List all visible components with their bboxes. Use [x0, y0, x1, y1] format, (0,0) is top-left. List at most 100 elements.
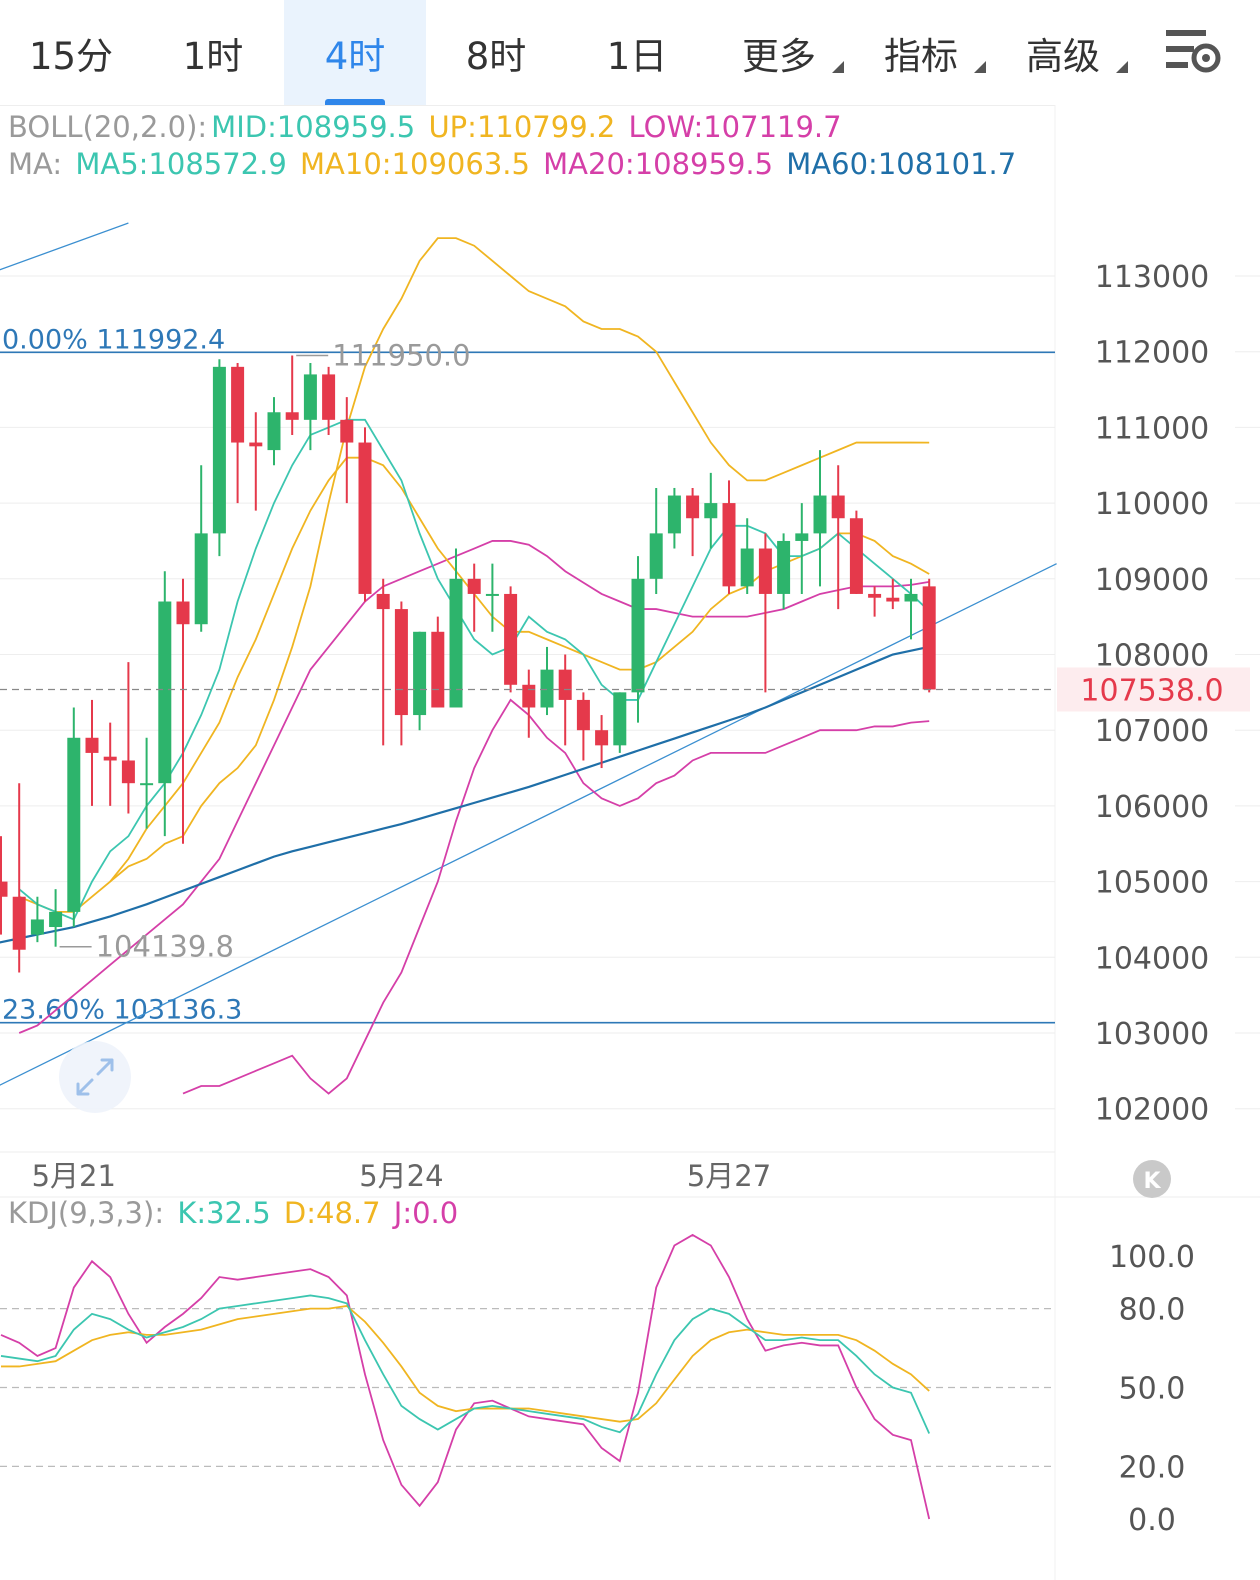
tab-3[interactable]: 8时	[426, 0, 566, 105]
tab-label: 8时	[465, 34, 527, 78]
date-label: 5月24	[359, 1159, 443, 1193]
tab-label: 1时	[182, 34, 244, 78]
tab-label: 15分	[28, 34, 114, 78]
price-axis-label: 102000	[1095, 1093, 1210, 1128]
dropdown-caret-icon	[974, 61, 986, 73]
kdj-d-line	[1, 1305, 930, 1423]
candle-body	[121, 760, 135, 784]
candle-body	[740, 548, 754, 587]
active-tab-underline	[325, 99, 385, 105]
price-axis-label: 106000	[1095, 790, 1210, 825]
candle-body	[376, 593, 390, 610]
candle-body	[849, 518, 863, 594]
kdj-j-value: J:0.0	[393, 1196, 459, 1230]
ma60-value: MA60:108101.7	[786, 147, 1017, 181]
kdj-k-line	[0, 1294, 931, 1434]
ma10-value: MA10:109063.5	[300, 147, 530, 181]
boll-prefix: BOLL(20,2.0):	[8, 110, 208, 144]
candle-body	[140, 783, 154, 786]
price-axis-label: 113000	[1095, 260, 1210, 295]
candle-body	[49, 911, 63, 928]
ma60-line	[0, 645, 930, 944]
candle-body	[0, 881, 8, 897]
date-label: 5月27	[687, 1159, 771, 1193]
price-axis-label: 105000	[1095, 866, 1210, 901]
candle-body	[431, 631, 445, 708]
collapse-k-glyph: K	[1143, 1169, 1161, 1194]
tab-label: 更多	[742, 34, 816, 78]
candle-body	[504, 593, 518, 685]
candle-body	[267, 412, 281, 451]
ma-legend: MA: MA5:108572.9 MA10:109063.5 MA20:1089…	[8, 147, 1020, 181]
candle-body	[249, 442, 263, 447]
ma10-line	[18, 456, 930, 913]
tab-label: 1日	[606, 34, 668, 78]
candle-body	[813, 495, 827, 534]
low-marker-label: 104139.8	[96, 930, 234, 964]
tab-4[interactable]: 1日	[566, 0, 708, 105]
boll-legend: BOLL(20,2.0): MID:108959.5 UP:110799.2 LO…	[8, 110, 846, 144]
boll-lower-line	[182, 698, 930, 1095]
ma5-value: MA5:108572.9	[75, 147, 287, 181]
dropdown-caret-icon	[1116, 61, 1128, 73]
candle-body	[303, 374, 317, 420]
kdj-prefix: KDJ(9,3,3):	[8, 1196, 165, 1230]
candle-body	[886, 597, 900, 602]
tab-1[interactable]: 1时	[142, 0, 284, 105]
candle-body	[212, 366, 226, 534]
candle-body	[758, 548, 772, 594]
kdj-legend: KDJ(9,3,3): K:32.5 D:48.7 J:0.0	[8, 1196, 462, 1230]
tab-0[interactable]: 15分	[0, 0, 142, 105]
candle-body	[485, 593, 499, 596]
candle-body	[85, 737, 99, 753]
ma-prefix: MA:	[8, 147, 63, 181]
price-axis-label: 110000	[1095, 487, 1210, 522]
candle-body	[831, 495, 845, 519]
kdj-axis-label: 100.0	[1109, 1240, 1195, 1275]
expand-icon	[59, 1041, 131, 1113]
trend-line	[0, 563, 1057, 1086]
axis-panel	[1055, 105, 1260, 1580]
collapse-k-icon	[1133, 1160, 1171, 1198]
candle-body	[576, 699, 590, 731]
price-axis-label: 112000	[1095, 336, 1210, 371]
kdj-k-value: K:32.5	[177, 1196, 271, 1230]
boll-low: LOW:107119.7	[628, 110, 842, 144]
candle-body	[613, 692, 627, 746]
candle-body	[777, 540, 791, 594]
candle-body	[285, 412, 299, 420]
candle-body	[704, 503, 718, 519]
candle-body	[467, 578, 481, 594]
price-axis-label: 111000	[1095, 411, 1210, 446]
price-axis-label: 104000	[1095, 941, 1210, 976]
candle-body	[67, 737, 81, 912]
tab-7[interactable]: 高级	[992, 0, 1134, 105]
candle-body	[358, 442, 372, 594]
candle-body	[722, 503, 736, 587]
kdj-axis-label: 50.0	[1119, 1372, 1186, 1407]
tab-6[interactable]: 指标	[850, 0, 992, 105]
price-axis-label: 103000	[1095, 1017, 1210, 1052]
candle-body	[558, 669, 572, 700]
candle-body	[158, 601, 172, 784]
candle-body	[449, 578, 463, 708]
ma20-value: MA20:108959.5	[543, 147, 774, 181]
candle-body	[686, 495, 700, 519]
candle-body	[540, 669, 554, 708]
price-axis-label: 109000	[1095, 563, 1210, 598]
candle-body	[649, 533, 663, 579]
tab-label: 高级	[1026, 34, 1100, 78]
kdj-j-line	[0, 1233, 931, 1520]
candle-body	[522, 684, 536, 708]
dropdown-caret-icon	[832, 61, 844, 73]
tab-5[interactable]: 更多	[708, 0, 850, 105]
chart-canvas[interactable]: 1130001120001110001100001090001080001070…	[0, 105, 1260, 1580]
boll-mid: MID:108959.5	[211, 110, 416, 144]
boll-upper-line	[109, 237, 930, 883]
candle-body	[631, 578, 645, 693]
tab-2[interactable]: 4时	[284, 0, 426, 105]
settings-icon[interactable]	[1160, 20, 1224, 84]
trend-line-top	[0, 222, 129, 271]
expand-arrows-icon	[76, 1058, 114, 1096]
candle-body	[231, 366, 245, 443]
